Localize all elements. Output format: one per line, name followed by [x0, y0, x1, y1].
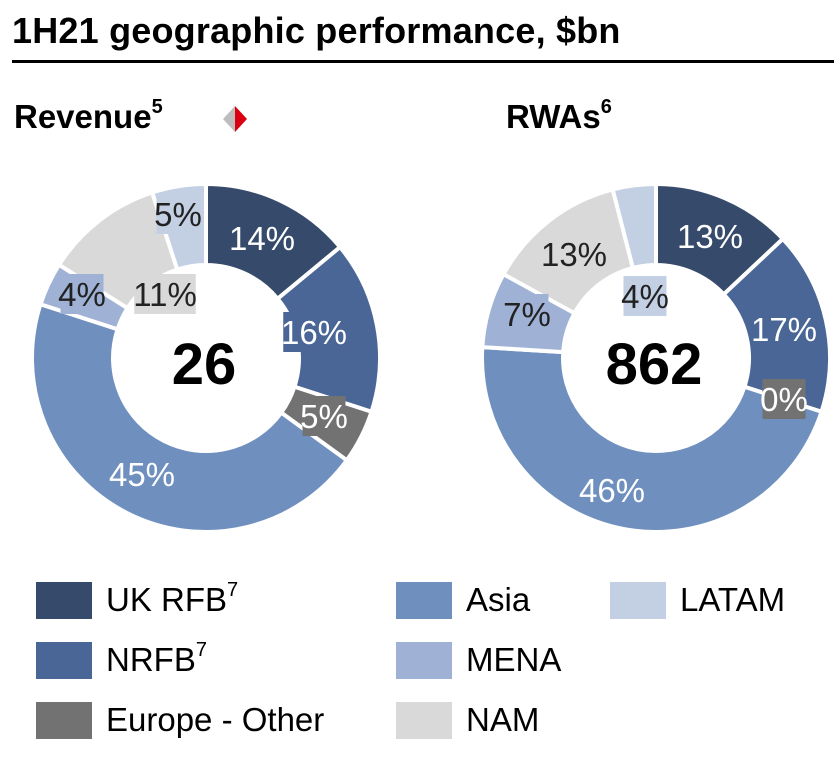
svg-text:4%: 4%: [58, 276, 106, 313]
legend-swatch-latam: [610, 581, 666, 619]
legend-item-mena: MENA: [396, 640, 561, 680]
revenue-data-label-mena: 4%: [58, 274, 106, 314]
svg-text:45%: 45%: [109, 456, 175, 493]
legend-label-nam: NAM: [466, 701, 540, 738]
svg-text:11%: 11%: [133, 276, 197, 313]
legend-footnote-nrfb: 7: [195, 639, 207, 661]
svg-text:7%: 7%: [503, 296, 551, 333]
revenue-data-label-latam: 5%: [154, 194, 202, 234]
svg-text:13%: 13%: [541, 236, 607, 273]
legend-label-uk-rfb: UK RFB7: [106, 579, 239, 618]
legend-swatch-asia: [396, 581, 452, 619]
title-rule: [12, 60, 834, 63]
revenue-data-label-europe-other: 5%: [300, 396, 348, 436]
rwas-data-label-nam: 13%: [541, 236, 607, 273]
rwas-slice-latam: [610, 181, 658, 271]
legend-swatch-nam: [396, 701, 452, 739]
legend-swatch-europe-other: [36, 701, 92, 739]
legend-item-asia: Asia: [396, 580, 530, 620]
revenue-total-label: 26: [172, 332, 237, 397]
rwas-data-label-europe-other: 0%: [760, 379, 808, 419]
revenue-slice-asia: [30, 301, 350, 534]
rwas-slice-asia: [480, 344, 825, 535]
legend-item-uk-rfb: UK RFB7: [36, 579, 239, 620]
legend-label-latam: LATAM: [680, 581, 786, 618]
legend-swatch-mena: [396, 641, 452, 679]
revenue-title-footnote: 5: [151, 96, 163, 118]
legend-swatch-uk-rfb: [36, 581, 92, 619]
rwas-data-label-mena: 7%: [503, 294, 551, 334]
svg-text:4%: 4%: [621, 278, 669, 315]
page-title: 1H21 geographic performance, $bn: [12, 10, 621, 51]
legend-footnote-uk-rfb: 7: [227, 579, 239, 601]
legend-item-latam: LATAM: [610, 580, 785, 620]
legend-item-europe-other: Europe - Other: [36, 700, 324, 740]
legend-label-nrfb: NRFB7: [106, 639, 207, 678]
svg-text:16%: 16%: [281, 314, 347, 351]
rwas-data-label-latam: 4%: [621, 276, 669, 316]
revenue-chart-title: Revenue5: [14, 96, 163, 136]
svg-text:0%: 0%: [760, 381, 808, 418]
revenue-data-label-nam: 11%: [133, 274, 197, 314]
rwas-title-footnote: 6: [600, 96, 612, 118]
legend-swatch-nrfb: [36, 641, 92, 679]
svg-text:14%: 14%: [229, 220, 295, 257]
legend-label-europe-other: Europe - Other: [106, 701, 325, 738]
legend-label-mena: MENA: [466, 641, 562, 678]
svg-text:5%: 5%: [300, 398, 348, 435]
hsbc-diamond-icon: [223, 106, 247, 132]
legend-item-nrfb: NRFB7: [36, 639, 207, 680]
svg-text:17%: 17%: [751, 311, 817, 348]
rwas-data-label-nrfb: 17%: [751, 309, 817, 349]
rwas-data-label-uk-rfb: 13%: [677, 218, 743, 255]
revenue-data-label-uk-rfb: 14%: [229, 220, 295, 257]
svg-text:13%: 13%: [677, 218, 743, 255]
rwas-chart-title: RWAs6: [506, 96, 612, 136]
revenue-title-text: Revenue: [14, 98, 152, 135]
legend-label-asia: Asia: [466, 581, 531, 618]
svg-text:5%: 5%: [154, 196, 202, 233]
revenue-data-label-nrfb: 16%: [281, 312, 347, 352]
revenue-data-label-asia: 45%: [109, 456, 175, 493]
legend-item-nam: NAM: [396, 700, 539, 740]
rwas-data-label-asia: 46%: [579, 472, 645, 509]
rwas-title-text: RWAs: [506, 98, 601, 135]
svg-text:46%: 46%: [579, 472, 645, 509]
rwas-total-label: 862: [606, 332, 703, 397]
